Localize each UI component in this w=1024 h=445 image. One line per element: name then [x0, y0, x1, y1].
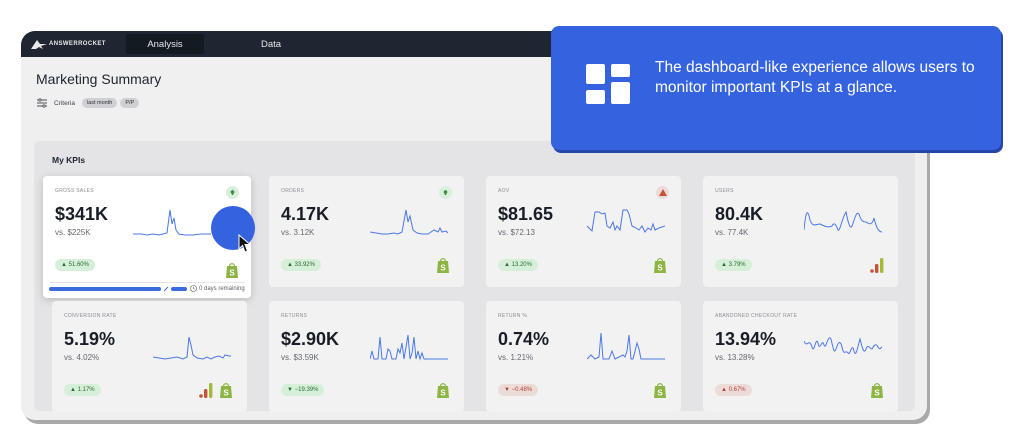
sparkline-chart: [804, 210, 882, 233]
kpi-value: $81.65: [498, 204, 554, 224]
kpi-compare: vs. 1.21%: [498, 353, 534, 362]
mouse-cursor-icon: [238, 234, 252, 253]
kpi-label: AOV: [498, 188, 510, 194]
logo[interactable]: ANSWERROCKET: [31, 39, 123, 49]
svg-text:S: S: [657, 264, 663, 273]
kpi-panel: My KPIs GROSS SALES $341K vs. $225K S ▲ …: [34, 141, 915, 412]
criteria-chip-comparison[interactable]: P/P: [120, 98, 140, 108]
sparkline-chart: [587, 209, 665, 233]
feature-callout: The dashboard-like experience allows use…: [551, 26, 1001, 150]
kpi-value: 5.19%: [64, 329, 116, 349]
filter-sliders-icon[interactable]: [37, 98, 47, 108]
kpi-card-users[interactable]: USERS 80.4K vs. 77.4K ▲ 3.79%: [703, 176, 898, 287]
kpi-card-conversion-rate[interactable]: CONVERSION RATE 5.19% vs. 4.02% S ▲ 1.17…: [52, 301, 247, 412]
sparkline-chart: [804, 337, 882, 355]
kpi-card-aov[interactable]: AOV $81.65 vs. $72.13 S ▲ 13.20%: [486, 176, 681, 287]
change-badge: ▲ 13.20%: [498, 259, 538, 271]
change-badge: ▼ −19.39%: [281, 384, 325, 396]
kpi-label: USERS: [715, 188, 734, 194]
kpi-card-returns[interactable]: RETURNS $2.90K vs. $3.59K S ▼ −19.39%: [269, 301, 464, 412]
days-remaining: 0 days remaining: [199, 285, 245, 292]
kpi-label: CONVERSION RATE: [64, 313, 117, 319]
kpi-label: GROSS SALES: [55, 188, 94, 194]
callout-text: The dashboard-like experience allows use…: [655, 59, 975, 96]
sparkline-chart: [370, 209, 448, 235]
shopify-icon: S: [871, 383, 883, 398]
shopify-icon: S: [437, 383, 449, 398]
kpi-compare: vs. 4.02%: [64, 353, 100, 362]
criteria-bar: Criteria last month P/P: [37, 98, 140, 108]
kpi-value: 4.17K: [281, 204, 330, 224]
svg-text:S: S: [229, 269, 235, 278]
page-title: Marketing Summary: [36, 71, 162, 87]
kpi-value: $2.90K: [281, 329, 340, 349]
lightbulb-icon[interactable]: [439, 186, 452, 199]
kpi-compare: vs. $3.59K: [281, 353, 319, 362]
kpi-label: ORDERS: [281, 188, 305, 194]
criteria-chip-period[interactable]: last month: [81, 98, 118, 108]
tab-data[interactable]: Data: [260, 38, 282, 50]
sparkline-chart: [587, 332, 665, 360]
tab-analysis[interactable]: Analysis: [126, 34, 204, 54]
shopify-icon: S: [437, 258, 449, 273]
analytics-bars-icon: [870, 258, 884, 273]
change-badge: ▲ 33.92%: [281, 259, 321, 271]
lightbulb-icon[interactable]: [226, 186, 239, 199]
kpi-compare: vs. 77.4K: [715, 228, 749, 237]
shopify-icon: S: [226, 263, 238, 278]
kpi-section-title: My KPIs: [52, 155, 86, 165]
kpi-compare: vs. 13.28%: [715, 353, 755, 362]
svg-text:S: S: [440, 389, 446, 398]
warning-triangle-icon[interactable]: [656, 186, 669, 199]
kpi-value: $341K: [55, 204, 109, 224]
shopify-icon: S: [220, 383, 232, 398]
sparkline-chart: [153, 336, 231, 360]
change-badge: ▲ 3.79%: [715, 259, 752, 271]
kpi-card-abandoned-checkout-rate[interactable]: ABANDONED CHECKOUT RATE 13.94% vs. 13.28…: [703, 301, 898, 412]
svg-text:S: S: [440, 264, 446, 273]
kpi-compare: vs. $225K: [55, 228, 91, 237]
analytics-bars-icon: [199, 383, 213, 398]
change-badge: ▲ 0.67%: [715, 384, 752, 396]
kpi-value: 13.94%: [715, 329, 777, 349]
kpi-label: ABANDONED CHECKOUT RATE: [715, 313, 798, 319]
svg-text:S: S: [874, 389, 880, 398]
kpi-compare: vs. 3.12K: [281, 228, 315, 237]
svg-text:S: S: [657, 389, 663, 398]
change-badge: ▲ 51.60%: [55, 259, 95, 271]
kpi-value: 0.74%: [498, 329, 550, 349]
kpi-label: RETURNS: [281, 313, 308, 319]
change-badge: ▼ −0.48%: [498, 384, 539, 396]
dashboard-layout-icon: [586, 64, 630, 104]
rocket-logo-icon: [31, 39, 47, 49]
kpi-value: 80.4K: [715, 204, 764, 224]
shopify-icon: S: [654, 383, 666, 398]
svg-text:S: S: [223, 389, 229, 398]
sparkline-chart: [133, 209, 211, 236]
shopify-icon: S: [654, 258, 666, 273]
progress-bar: [49, 286, 161, 291]
progress-bar-remaining: [171, 286, 187, 291]
edit-pencil-icon[interactable]: [162, 284, 170, 293]
criteria-label: Criteria: [54, 99, 75, 107]
change-badge: ▲ 1.17%: [64, 384, 101, 396]
logo-text: ANSWERROCKET: [49, 41, 106, 47]
clock-icon: [190, 285, 197, 292]
goal-progress: 0 days remaining: [49, 282, 245, 293]
kpi-card-return-percent[interactable]: RETURN % 0.74% vs. 1.21% S ▼ −0.48%: [486, 301, 681, 412]
sparkline-chart: [370, 334, 448, 361]
kpi-card-orders[interactable]: ORDERS 4.17K vs. 3.12K S ▲ 33.92%: [269, 176, 464, 287]
kpi-compare: vs. $72.13: [498, 228, 535, 237]
kpi-label: RETURN %: [498, 313, 528, 319]
